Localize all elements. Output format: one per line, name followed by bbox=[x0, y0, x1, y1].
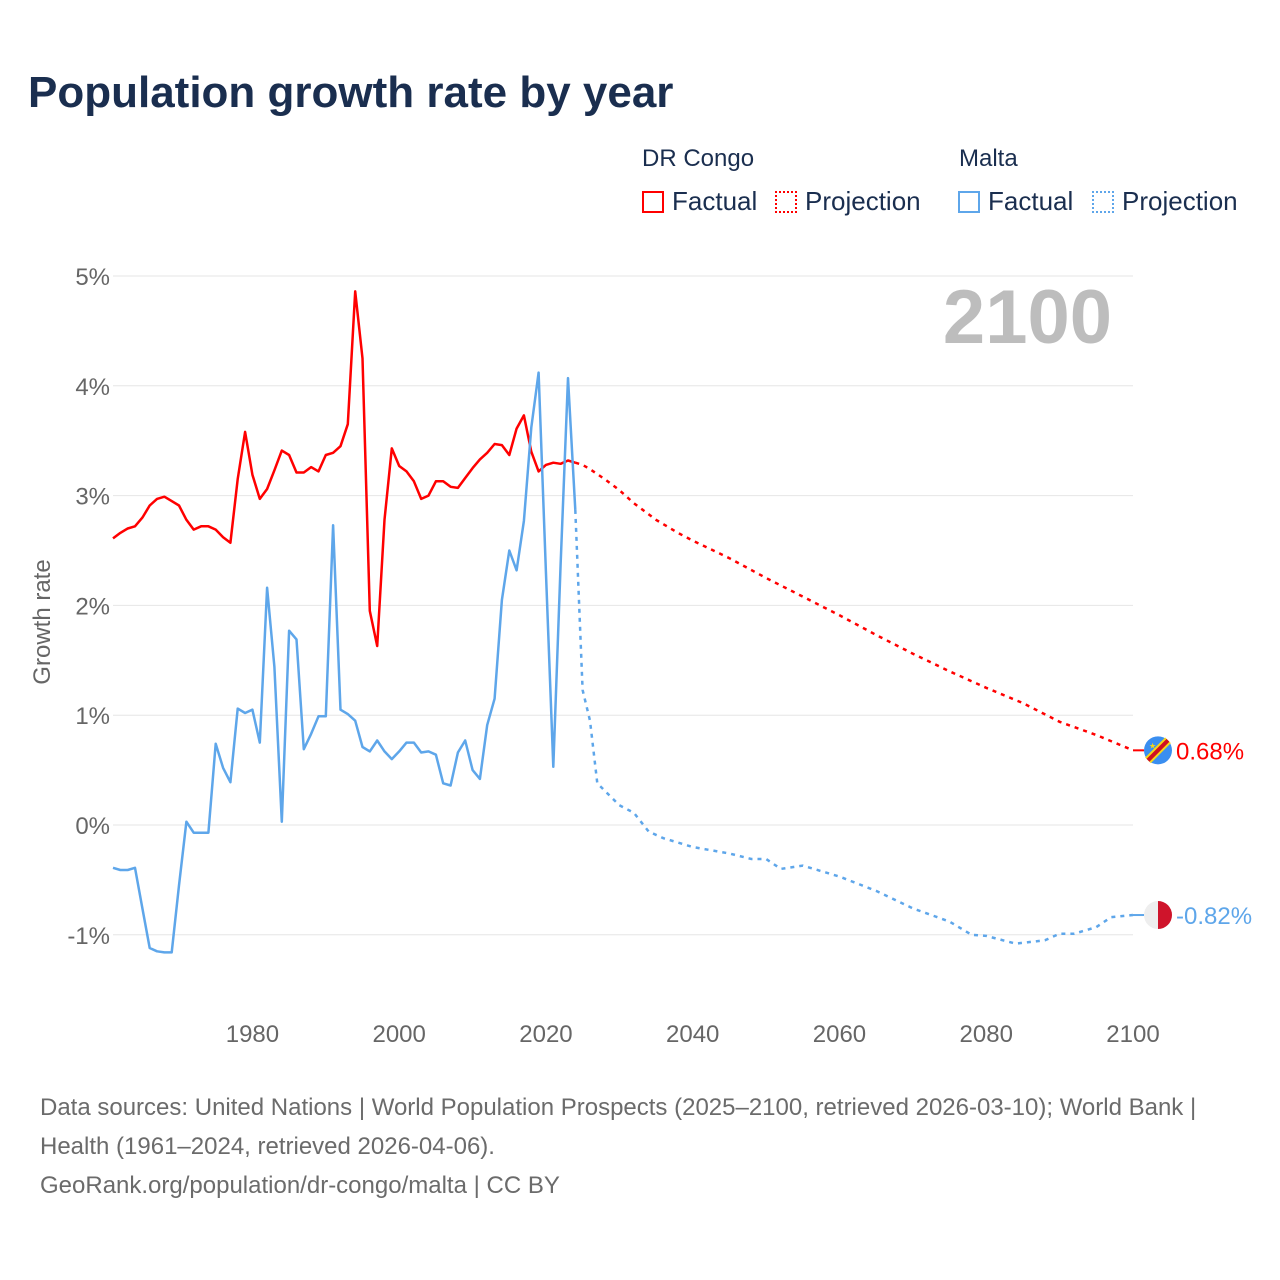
legend-dr-congo-factual[interactable]: Factual bbox=[642, 186, 757, 217]
legend-label: Factual bbox=[988, 186, 1074, 216]
x-tick-label: 2020 bbox=[519, 1021, 572, 1048]
x-tick-label: 2100 bbox=[1106, 1021, 1159, 1048]
dr-congo-end-label: 0.68% bbox=[1176, 738, 1244, 765]
legend-label: Projection bbox=[1122, 186, 1238, 216]
malta-factual-line bbox=[112, 371, 577, 954]
y-axis-label: Growth rate bbox=[29, 559, 56, 684]
x-tick-label: 2060 bbox=[813, 1021, 866, 1048]
x-tick-label: 2040 bbox=[666, 1021, 719, 1048]
dr-congo-factual-line bbox=[112, 290, 576, 648]
malta-end-label: -0.82% bbox=[1176, 903, 1252, 930]
year-watermark: 2100 bbox=[943, 275, 1112, 360]
x-tick-label: 1980 bbox=[226, 1021, 279, 1048]
y-tick-label: 3% bbox=[75, 484, 110, 511]
y-tick-label: 0% bbox=[75, 813, 110, 840]
legend-dr-congo-projection[interactable]: Projection bbox=[775, 186, 921, 217]
dr-congo-projection-line bbox=[574, 461, 1134, 752]
credit-link[interactable]: GeoRank.org/population/dr-congo/malta | … bbox=[40, 1172, 560, 1199]
x-tick-label: 2000 bbox=[372, 1021, 425, 1048]
legend-malta-factual[interactable]: Factual bbox=[958, 186, 1073, 217]
chart-title: Population growth rate by year bbox=[28, 68, 674, 117]
legend-malta-projection[interactable]: Projection bbox=[1092, 186, 1238, 217]
y-tick-label: 5% bbox=[75, 264, 110, 291]
legend-swatch-solid bbox=[642, 190, 664, 213]
y-tick-label: -1% bbox=[67, 923, 110, 950]
data-sources: Data sources: United Nations | World Pop… bbox=[40, 1094, 1197, 1160]
y-tick-label: 2% bbox=[75, 593, 110, 620]
y-tick-label: 1% bbox=[75, 703, 110, 730]
legend-label: Projection bbox=[805, 186, 921, 216]
x-tick-label: 2080 bbox=[960, 1021, 1013, 1048]
malta-projection-line bbox=[574, 509, 1134, 945]
footer: Data sources: United Nations | World Pop… bbox=[40, 1088, 1240, 1205]
flag-red-half bbox=[1158, 901, 1172, 930]
y-tick-label: 4% bbox=[75, 374, 110, 401]
legend-swatch-solid bbox=[958, 190, 980, 213]
flag-stripe bbox=[1146, 738, 1170, 762]
flag-star: ★ bbox=[1149, 741, 1156, 750]
legend-group-malta: Malta bbox=[959, 145, 1018, 172]
legend-swatch-dotted bbox=[775, 190, 797, 213]
legend-swatch-dotted bbox=[1092, 190, 1114, 213]
legend-group-dr-congo: DR Congo bbox=[642, 145, 755, 172]
legend-label: Factual bbox=[672, 186, 758, 216]
